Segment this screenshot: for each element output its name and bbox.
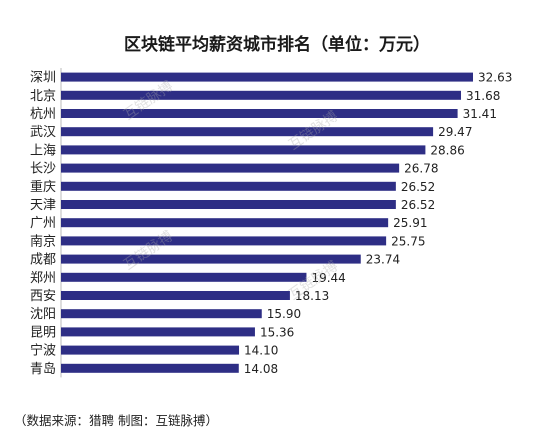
bar (61, 345, 240, 355)
bar (61, 254, 361, 264)
category-label: 青岛 (30, 361, 56, 377)
category-label: 长沙 (30, 162, 56, 177)
data-label: 15.36 (260, 325, 294, 339)
data-label: 31.41 (463, 107, 497, 121)
data-label: 14.08 (244, 362, 278, 376)
category-label: 广州 (30, 216, 56, 231)
bar (61, 145, 426, 155)
category-label: 昆明 (30, 325, 56, 340)
bar (61, 90, 462, 100)
bar (61, 218, 389, 228)
category-label: 南京 (30, 233, 56, 249)
data-label: 18.13 (295, 289, 329, 303)
data-label: 25.91 (393, 216, 427, 230)
data-label: 31.68 (466, 89, 500, 103)
data-label: 26.52 (401, 180, 435, 194)
category-label: 深圳 (30, 71, 56, 86)
category-label: 重庆 (30, 179, 56, 195)
category-label: 武汉 (30, 125, 56, 140)
data-label: 26.52 (401, 198, 435, 212)
data-label: 32.63 (478, 71, 512, 85)
category-label: 北京 (30, 89, 56, 104)
bar (61, 236, 387, 246)
data-label: 14.10 (244, 344, 278, 358)
data-label: 26.78 (404, 162, 438, 176)
data-label: 25.75 (391, 234, 425, 248)
category-label: 上海 (30, 143, 56, 158)
bar (61, 127, 434, 137)
data-label: 29.47 (438, 125, 472, 139)
bar (61, 327, 255, 337)
category-label: 西安 (30, 289, 56, 304)
chart-title: 区块链平均薪资城市排名（单位：万元） (124, 35, 430, 55)
data-label: 19.44 (311, 271, 345, 285)
category-label: 杭州 (30, 107, 56, 122)
category-label: 宁波 (30, 343, 56, 359)
category-label: 成都 (30, 253, 56, 268)
bar (61, 109, 458, 118)
bar (61, 363, 239, 373)
bar (61, 163, 400, 173)
data-label: 28.86 (430, 143, 464, 157)
category-label: 郑州 (30, 271, 56, 286)
data-label: 15.90 (267, 307, 301, 321)
bar (61, 181, 396, 191)
data-label: 23.74 (366, 253, 400, 267)
bar (61, 309, 262, 319)
category-label: 沈阳 (30, 307, 56, 322)
category-label: 天津 (30, 198, 56, 213)
bar (61, 200, 396, 209)
bar (61, 272, 307, 282)
source-note: （数据来源：猎聘 制图：互链脉搏） (14, 413, 218, 428)
bar (61, 291, 290, 300)
bar (61, 72, 473, 82)
